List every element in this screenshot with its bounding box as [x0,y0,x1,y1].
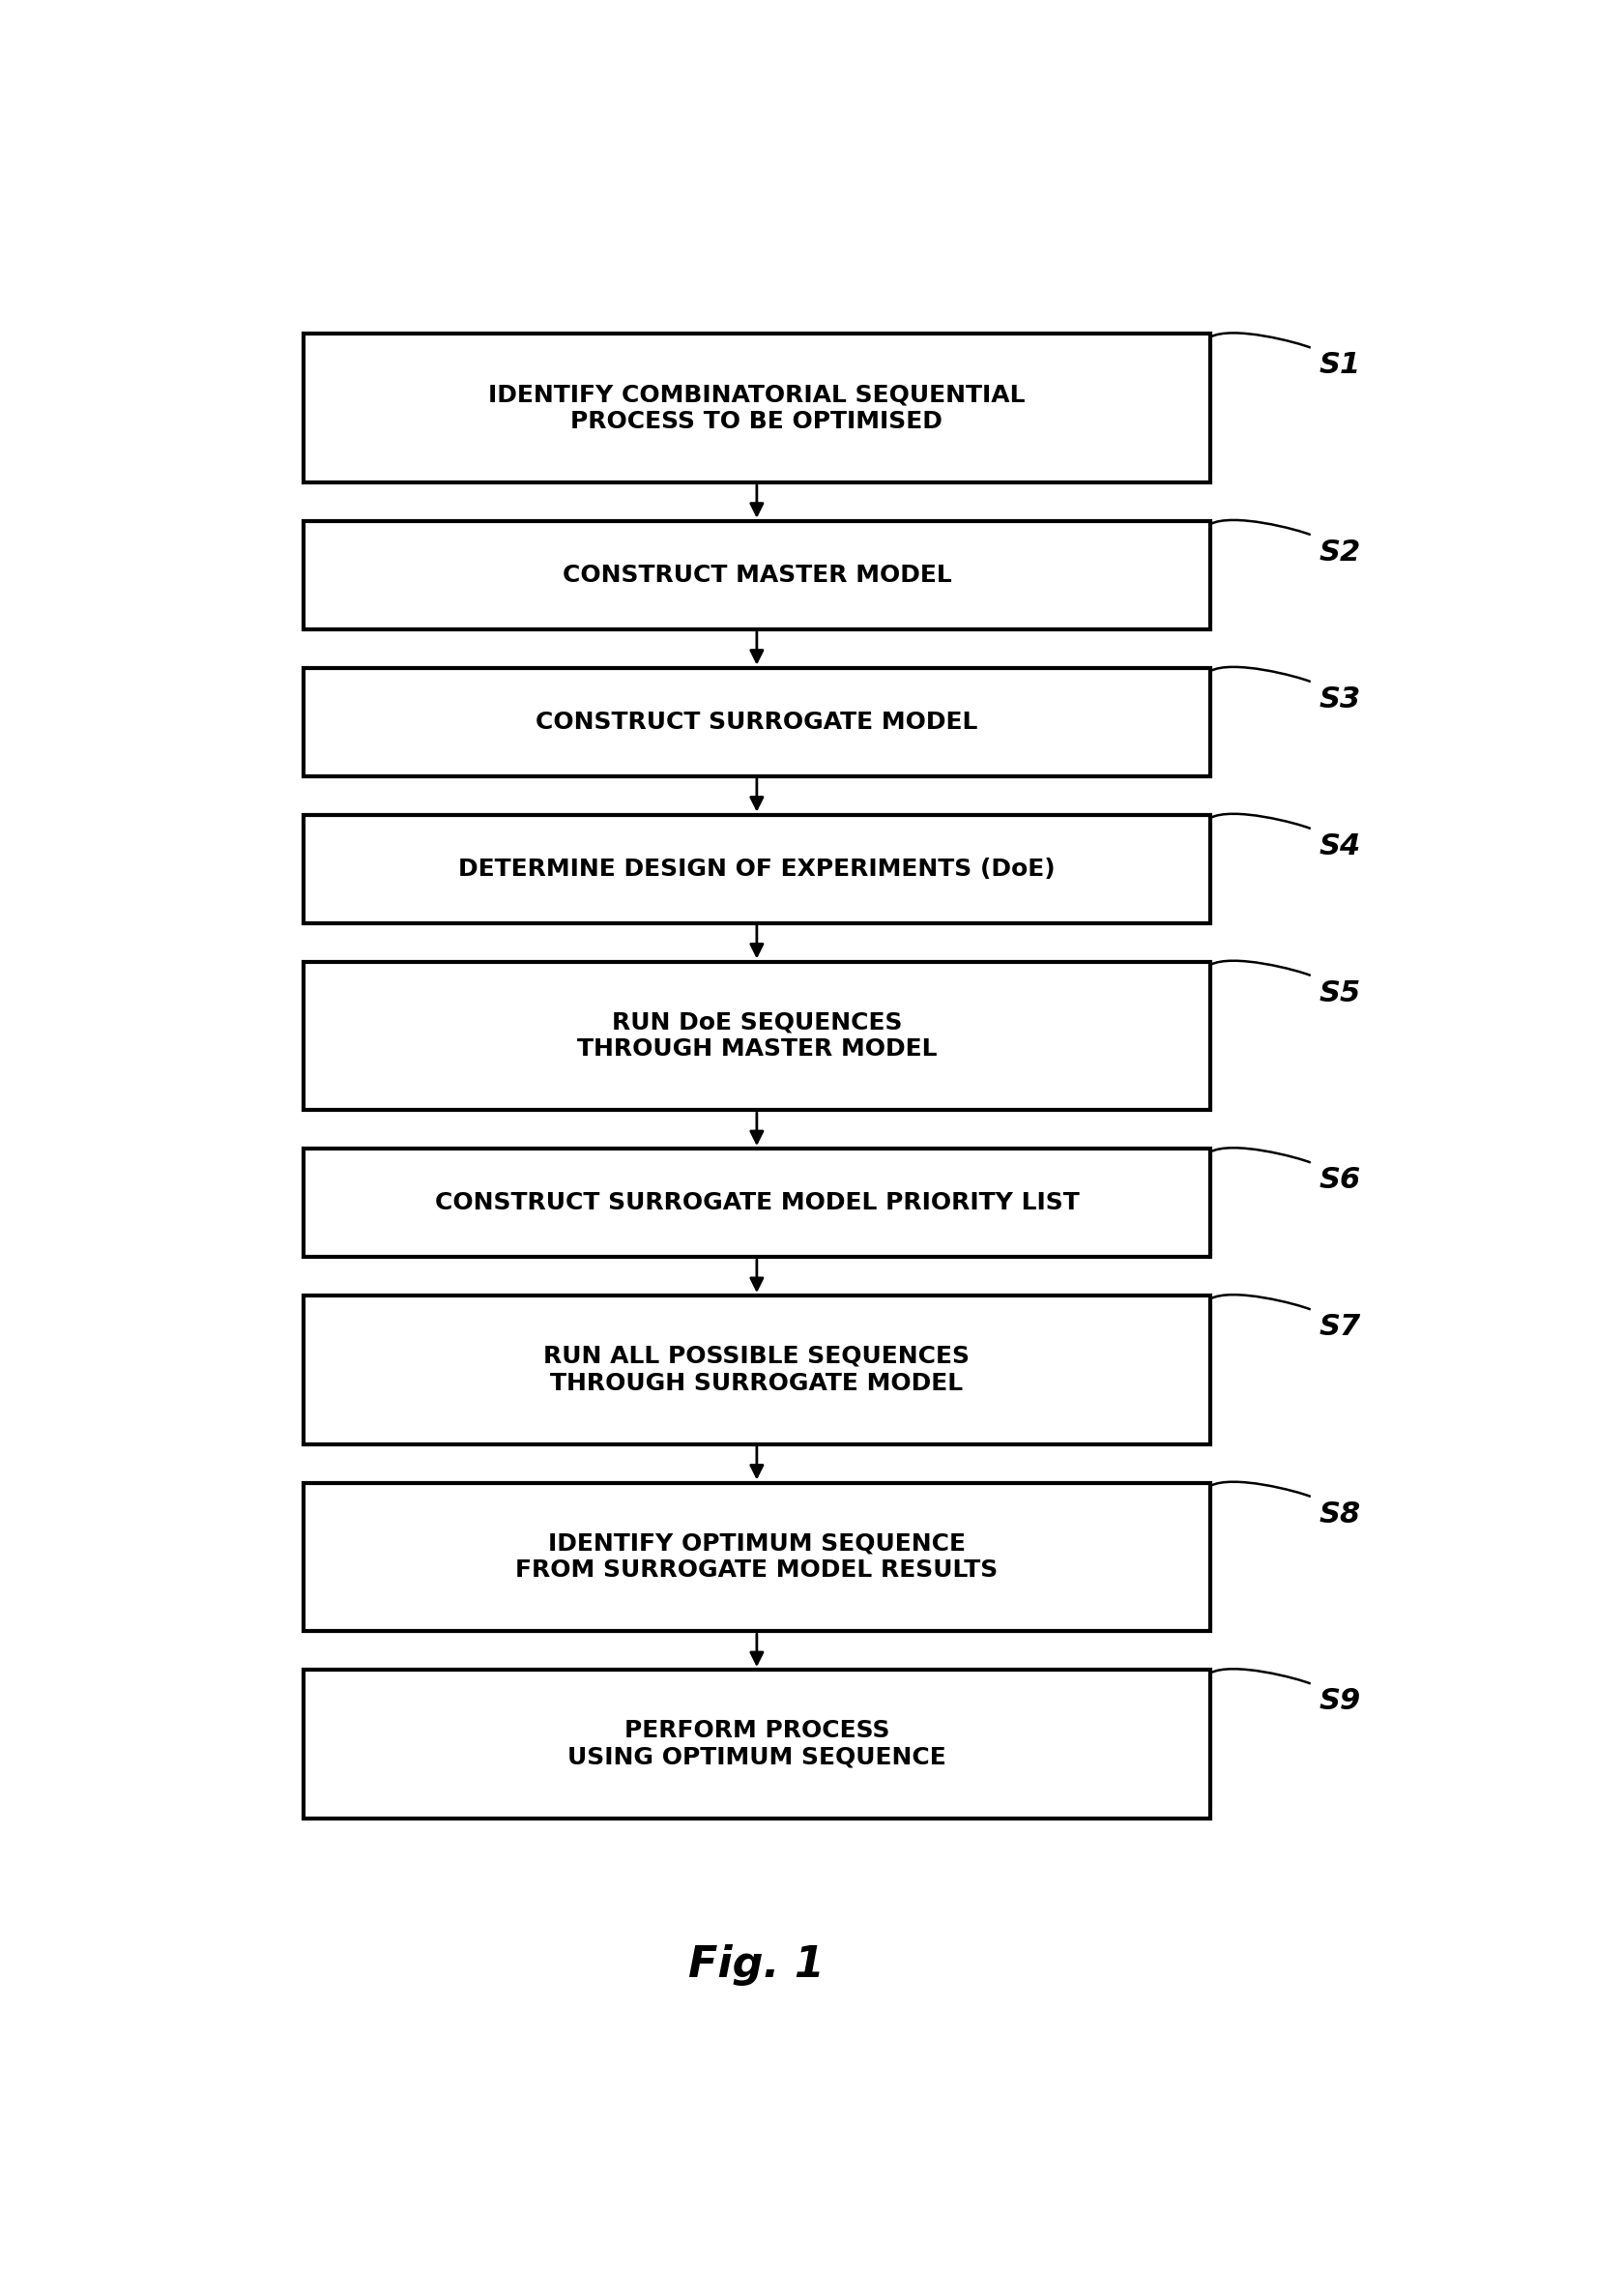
Bar [304,815,1210,922]
Bar [304,520,1210,629]
Bar [304,668,1210,777]
Text: CONSTRUCT MASTER MODEL: CONSTRUCT MASTER MODEL [562,563,952,586]
Text: PERFORM PROCESS
USING OPTIMUM SEQUENCE: PERFORM PROCESS USING OPTIMUM SEQUENCE [567,1719,947,1769]
Text: CONSTRUCT SURROGATE MODEL PRIORITY LIST: CONSTRUCT SURROGATE MODEL PRIORITY LIST [435,1192,1078,1215]
Text: S2: S2 [1319,538,1361,565]
Text: RUN DoE SEQUENCES
THROUGH MASTER MODEL: RUN DoE SEQUENCES THROUGH MASTER MODEL [577,1011,937,1061]
Bar [304,1149,1210,1258]
Text: S4: S4 [1319,831,1361,861]
Text: RUN ALL POSSIBLE SEQUENCES
THROUGH SURROGATE MODEL: RUN ALL POSSIBLE SEQUENCES THROUGH SURRO… [544,1344,970,1394]
Text: S8: S8 [1319,1501,1361,1528]
Text: S7: S7 [1319,1313,1361,1340]
Text: S6: S6 [1319,1165,1361,1195]
Text: DETERMINE DESIGN OF EXPERIMENTS (DoE): DETERMINE DESIGN OF EXPERIMENTS (DoE) [458,856,1056,881]
Bar [304,1483,1210,1631]
Text: S5: S5 [1319,979,1361,1006]
Text: CONSTRUCT SURROGATE MODEL: CONSTRUCT SURROGATE MODEL [536,711,978,734]
Text: S1: S1 [1319,352,1361,379]
Text: S3: S3 [1319,686,1361,713]
Text: IDENTIFY OPTIMUM SEQUENCE
FROM SURROGATE MODEL RESULTS: IDENTIFY OPTIMUM SEQUENCE FROM SURROGATE… [515,1533,999,1583]
Bar [304,1294,1210,1444]
Text: S9: S9 [1319,1687,1361,1715]
Text: Fig. 1: Fig. 1 [689,1944,825,1987]
Text: IDENTIFY COMBINATORIAL SEQUENTIAL
PROCESS TO BE OPTIMISED: IDENTIFY COMBINATORIAL SEQUENTIAL PROCES… [489,384,1025,434]
Bar [304,1669,1210,1819]
Bar [304,961,1210,1111]
Bar [304,334,1210,481]
